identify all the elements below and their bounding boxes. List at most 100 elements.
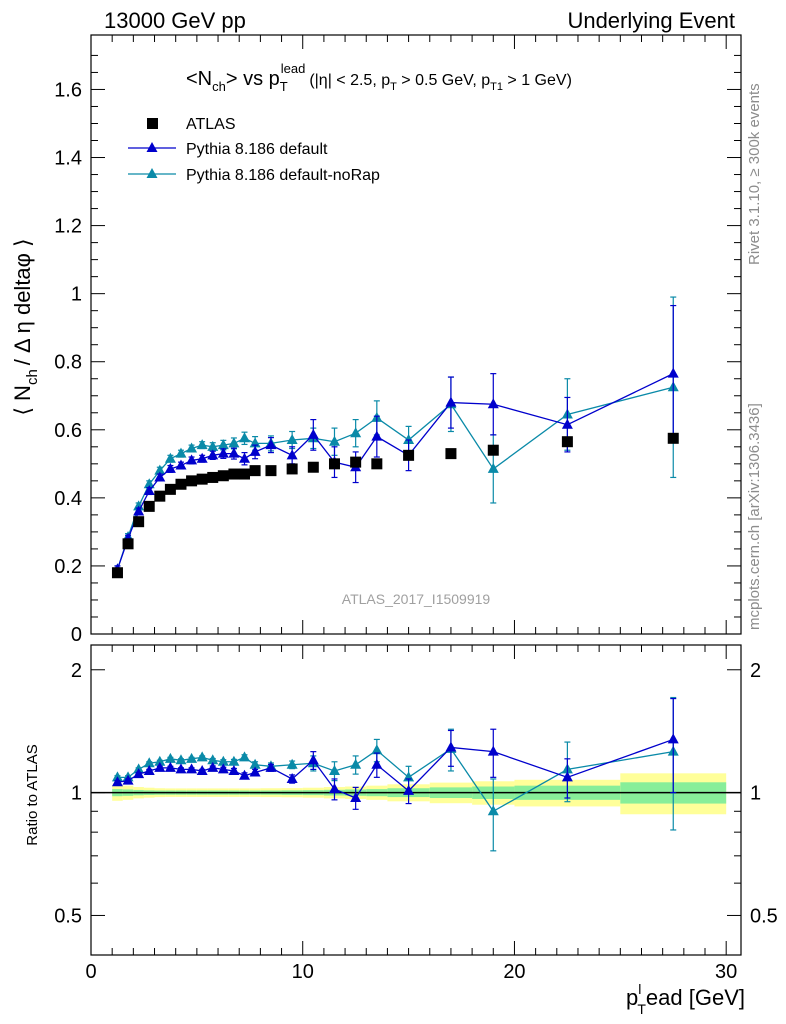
main-default-point (265, 439, 277, 450)
main-atlas-point (217, 470, 229, 482)
main-y-tick-label: 0.4 (54, 488, 82, 510)
legend-label-atlas: ATLAS (186, 116, 236, 133)
ratio-frame (90, 644, 742, 956)
main-atlas-point (111, 567, 123, 579)
main-default-point (371, 430, 383, 441)
main-norap-point (239, 432, 251, 443)
legend-label-norap: Pythia 8.186 default-noRap (186, 167, 380, 184)
main-y-axis-label: ⟨ Nch/ Δ η deltaφ ⟩ (10, 238, 41, 415)
main-y-tick-label: 1.6 (54, 79, 82, 101)
ratio-default-point (154, 761, 166, 772)
main-atlas-point (445, 448, 457, 460)
main-atlas-point (143, 500, 155, 512)
ratio-norap-point (487, 805, 499, 816)
ratio-default-point (133, 768, 145, 779)
x-tick-label: 20 (503, 961, 525, 983)
main-atlas-point (403, 449, 415, 461)
ratio-default-point (286, 772, 298, 783)
main-norap-point (328, 435, 340, 446)
main-default-point (164, 462, 176, 473)
main-y-tick-label: 1 (71, 284, 82, 306)
main-default-point (249, 445, 261, 456)
main-norap-point (175, 447, 187, 458)
main-default-point (217, 447, 229, 458)
legend-marker-norap (146, 168, 158, 178)
main-default-point (207, 449, 219, 460)
main-frame (90, 34, 742, 635)
ratio-norap-point (217, 755, 229, 766)
main-default-point (307, 428, 319, 439)
ratio-default-point (328, 783, 340, 794)
main-norap-point (403, 434, 415, 445)
main-atlas-point (239, 468, 251, 480)
plot-layer: 0 10 20 30 0 0.2 0.4 0.6 0.8 1 1.2 1.4 1.6 0.5 0.5 1 1 2 2 (54, 34, 778, 983)
ratio-y-tick-label-right: 0.5 (750, 905, 778, 927)
ratio-default-point (249, 766, 261, 777)
main-default-point (487, 398, 499, 409)
ratio-norap-point (154, 755, 166, 766)
main-atlas-point (307, 461, 319, 473)
ratio-norap-point (286, 758, 298, 769)
main-norap-point (228, 437, 240, 448)
main-norap-point (164, 452, 176, 463)
main-atlas-point (196, 473, 208, 485)
ratio-y-tick-label-right: 1 (750, 783, 761, 805)
ratio-default-point (371, 758, 383, 769)
main-default-point (175, 459, 187, 470)
ratio-norap-point (164, 752, 176, 763)
main-y-tick-label: 0.8 (54, 352, 82, 374)
ratio-y-tick-label-left: 2 (71, 660, 82, 682)
ratio-norap-point (143, 757, 155, 768)
ratio-default-point (561, 771, 573, 782)
main-norap-point (186, 442, 198, 453)
ratio-norap-point (207, 754, 219, 765)
main-atlas-point (175, 478, 187, 490)
ratio-y-tick-label-left: 1 (71, 783, 82, 805)
ratio-default-point (164, 761, 176, 772)
header-left: 13000 GeV pp (104, 8, 246, 33)
main-norap-point (487, 462, 499, 473)
main-atlas-point (350, 456, 362, 468)
legend-marker-atlas (147, 118, 158, 129)
main-atlas-point (561, 436, 573, 448)
main-y-tick-label: 1.4 (54, 148, 82, 170)
main-norap-point (350, 427, 362, 438)
main-default-point (133, 505, 145, 516)
ratio-default-point (307, 754, 319, 765)
main-atlas-point (667, 432, 679, 444)
ratio-y-tick-label-left: 0.5 (54, 905, 82, 927)
main-norap-point (143, 478, 155, 489)
legend-label-default: Pythia 8.186 default (186, 141, 328, 158)
main-atlas-point (154, 490, 166, 502)
main-norap-point (154, 464, 166, 475)
legend: ATLAS Pythia 8.186 default Pythia 8.186 … (128, 116, 380, 184)
ratio-norap-point (228, 755, 240, 766)
ratio-default-point (403, 784, 415, 795)
legend-marker-default (146, 142, 158, 152)
main-default-point (445, 396, 457, 407)
main-y-tick-label: 0 (71, 624, 82, 646)
main-atlas-point (186, 475, 198, 487)
x-tick-label: 30 (715, 961, 737, 983)
ratio-norap-point (196, 751, 208, 762)
ratio-default-point (122, 774, 134, 785)
x-axis-label: pl Tead [GeV] (626, 981, 745, 1017)
ratio-norap-point (175, 754, 187, 765)
main-default-line (116, 373, 674, 570)
x-tick-label: 10 (292, 961, 314, 983)
main-default-point (239, 452, 251, 463)
x-tick-label: 0 (85, 961, 96, 983)
main-title: <Nch> vs pTlead(|η| < 2.5, pT > 0.5 GeV,… (186, 61, 572, 94)
ratio-y-tick-label-right: 2 (750, 660, 761, 682)
main-atlas-point (487, 444, 499, 456)
main-default-point (228, 447, 240, 458)
ratio-default-point (143, 764, 155, 775)
main-atlas-point (164, 483, 176, 495)
ratio-norap-point (350, 758, 362, 769)
ratio-norap-point (249, 758, 261, 769)
main-atlas-point (133, 516, 145, 528)
ratio-default-point (228, 764, 240, 775)
main-default-point (186, 454, 198, 465)
ratio-default-point (487, 745, 499, 756)
